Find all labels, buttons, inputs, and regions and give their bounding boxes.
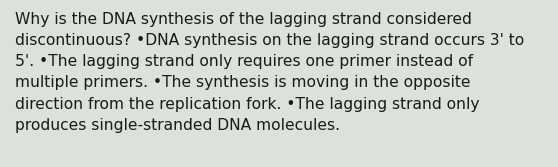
Text: Why is the DNA synthesis of the lagging strand considered
discontinuous? •DNA sy: Why is the DNA synthesis of the lagging … (15, 12, 525, 133)
